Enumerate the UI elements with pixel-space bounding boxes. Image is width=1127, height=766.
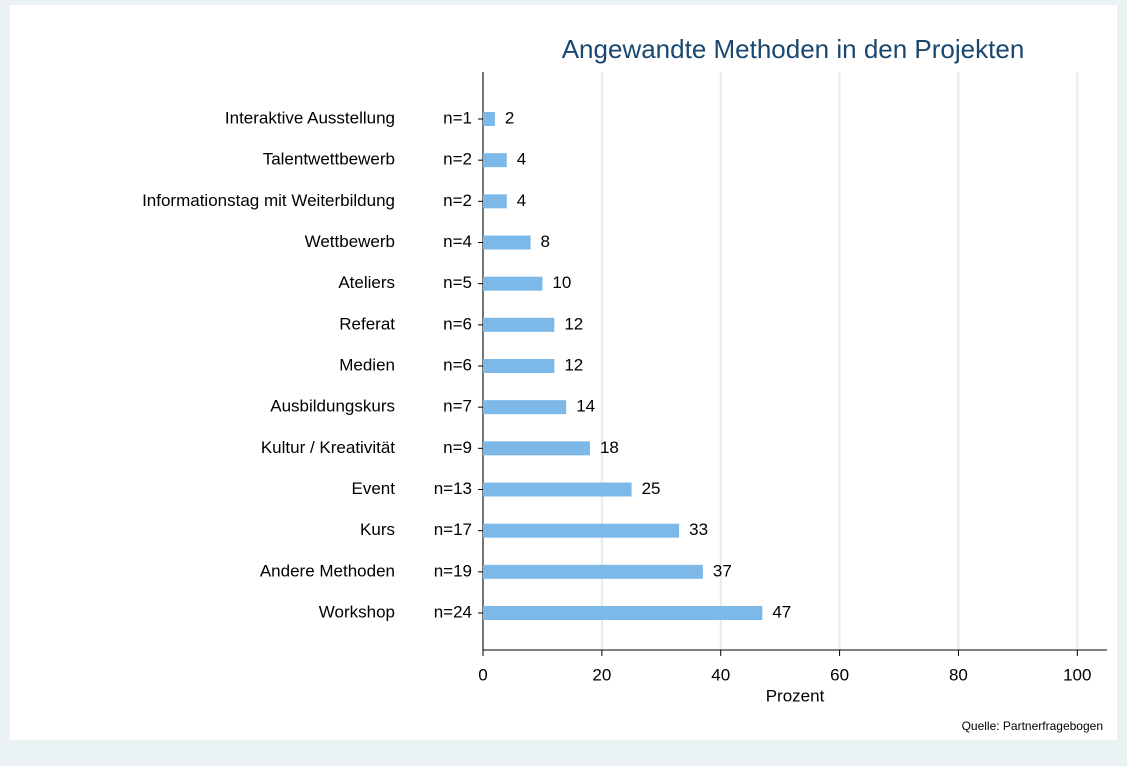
value-label: 12 <box>564 314 583 333</box>
x-tick-label: 100 <box>1063 665 1091 684</box>
value-label: 18 <box>600 438 619 457</box>
bar <box>483 441 590 456</box>
value-label: 37 <box>713 561 732 580</box>
bar <box>483 194 507 209</box>
n-label: n=24 <box>434 602 472 621</box>
value-label: 4 <box>517 150 526 169</box>
y-tick-label: Interaktive Ausstellung <box>225 108 395 127</box>
x-tick-label: 0 <box>478 665 487 684</box>
bar <box>483 400 567 415</box>
y-tick-label: Event <box>352 479 396 498</box>
bar <box>483 235 531 250</box>
value-label: 8 <box>541 232 550 251</box>
y-tick-label: Informationstag mit Weiterbildung <box>142 191 395 210</box>
n-label: n=1 <box>443 108 472 127</box>
value-label: 47 <box>772 602 791 621</box>
bar <box>483 112 495 126</box>
x-tick-label: 60 <box>830 665 849 684</box>
n-label: n=5 <box>443 273 472 292</box>
n-label: n=6 <box>443 355 472 374</box>
x-tick-label: 40 <box>711 665 730 684</box>
bar <box>483 153 507 168</box>
y-tick-label: Workshop <box>319 602 395 621</box>
y-tick-label: Medien <box>339 355 395 374</box>
bar <box>483 606 763 620</box>
value-label: 12 <box>564 355 583 374</box>
source-note: Quelle: Partnerfragebogen <box>962 719 1103 733</box>
value-label: 14 <box>576 397 595 416</box>
value-label: 25 <box>642 479 661 498</box>
n-label: n=9 <box>443 438 472 457</box>
y-tick-label: Ateliers <box>338 273 395 292</box>
bar <box>483 317 555 332</box>
chart-title: Angewandte Methoden in den Projekten <box>562 34 1025 64</box>
bar <box>483 482 632 497</box>
n-label: n=19 <box>434 561 472 580</box>
y-tick-label: Wettbewerb <box>305 232 395 251</box>
bar <box>483 564 703 579</box>
n-label: n=6 <box>443 314 472 333</box>
n-label: n=17 <box>434 520 472 539</box>
bar <box>483 523 680 538</box>
bar <box>483 359 555 373</box>
n-label: n=2 <box>443 150 472 169</box>
n-label: n=13 <box>434 479 472 498</box>
n-label: n=2 <box>443 191 472 210</box>
value-label: 2 <box>505 108 514 127</box>
value-label: 10 <box>552 273 571 292</box>
bar <box>483 276 543 291</box>
n-label: n=7 <box>443 397 472 416</box>
value-label: 33 <box>689 520 708 539</box>
x-axis-label: Prozent <box>766 686 825 705</box>
x-tick-label: 20 <box>592 665 611 684</box>
y-tick-label: Ausbildungskurs <box>270 397 395 416</box>
y-tick-label: Kultur / Kreativität <box>261 438 395 457</box>
value-label: 4 <box>517 191 526 210</box>
n-label: n=4 <box>443 232 472 251</box>
y-tick-label: Andere Methoden <box>260 561 395 580</box>
y-tick-label: Referat <box>339 314 395 333</box>
y-tick-label: Kurs <box>360 520 395 539</box>
y-tick-label: Talentwettbewerb <box>263 150 395 169</box>
x-tick-label: 80 <box>949 665 968 684</box>
